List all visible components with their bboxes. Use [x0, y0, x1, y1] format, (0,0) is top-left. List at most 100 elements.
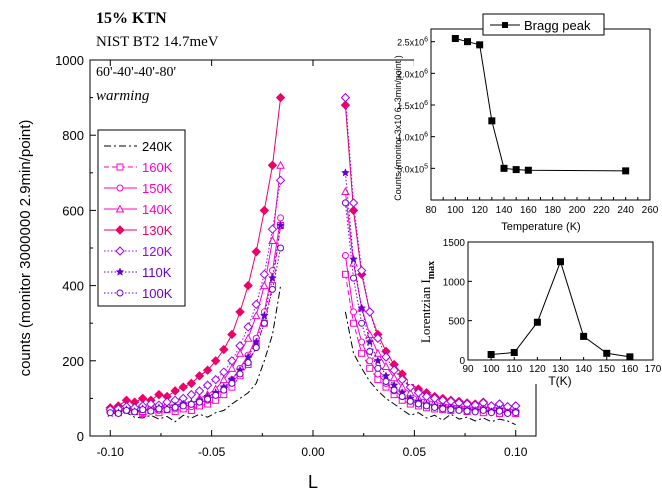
series-marker-100K — [187, 400, 195, 408]
inset-lorentz-x-label: T(K) — [548, 374, 571, 388]
legend-marker-110K — [115, 267, 125, 276]
series-line-140K-right — [344, 191, 516, 411]
series-marker-120K — [243, 322, 253, 332]
inset-bragg-ticks: 80 100 120 140 160 180 200 220 240 260 5.0x105 1.0x… — [397, 37, 659, 216]
series-marker-100K — [366, 347, 374, 355]
inset-bragg-point — [488, 117, 496, 125]
series-marker-130K — [348, 205, 359, 216]
series-marker-100K — [106, 409, 114, 417]
series-marker-120K — [373, 333, 383, 343]
series-marker-130K — [275, 92, 286, 103]
series-marker-150K — [268, 267, 276, 275]
series-marker-130K — [186, 378, 197, 389]
sample-label: 15% KTN — [96, 10, 167, 27]
main-x-tick-label: 0.10 — [504, 445, 528, 459]
inset-lorentz-y-label-sub: max — [426, 261, 437, 279]
series-marker-120K — [259, 269, 270, 280]
series-marker-150K — [341, 252, 349, 260]
series-line-100K-left — [110, 247, 282, 414]
series-marker-150K — [358, 338, 366, 346]
inset-lorentz-x-tick-label: 140 — [575, 364, 592, 375]
inset-lorentz-x-tick-label: 170 — [645, 364, 662, 375]
main-y-axis-label: counts (monitor 3000000 2.9min/point) — [17, 120, 34, 377]
inset-lorentz-ticks: 90 100 110 120 130 140 150 160 170 0 500 1000 1500 — [443, 238, 662, 375]
series-marker-140K — [219, 375, 229, 384]
series-marker-110K — [373, 356, 383, 365]
series-marker-100K — [374, 364, 382, 372]
series-line-240K-right — [344, 311, 516, 426]
legend-label-130K: 130K — [142, 223, 173, 238]
main-y-tick-label: 600 — [62, 203, 84, 218]
series-marker-100K — [277, 244, 285, 252]
inset-bragg-x-tick-label: 260 — [642, 205, 659, 216]
series-marker-130K — [210, 356, 221, 366]
series-marker-100K — [350, 274, 358, 282]
series-marker-100K — [122, 406, 130, 414]
series-marker-130K — [227, 329, 237, 340]
series-marker-100K — [471, 408, 479, 416]
inset-lorentz-x-tick-label: 90 — [462, 364, 474, 375]
series-marker-120K — [186, 389, 197, 400]
series-line-160K-right — [344, 274, 516, 414]
series-marker-130K — [154, 389, 164, 400]
inset-lorentz-y-tick-label: 1500 — [443, 238, 466, 249]
series-marker-100K — [252, 344, 260, 352]
inset-lorentz-x-tick-label: 100 — [483, 364, 500, 375]
series-marker-100K — [431, 403, 439, 411]
series-marker-120K — [413, 388, 424, 398]
inset-bragg-series — [451, 35, 630, 175]
series-marker-100K — [139, 406, 147, 414]
series-marker-120K — [194, 386, 205, 396]
inset-bragg-point — [622, 167, 630, 175]
inset-bragg-background — [414, 5, 658, 255]
series-marker-100K — [406, 397, 414, 405]
inset-bragg-y-tick-label: 1.5x106 — [397, 100, 428, 111]
series-marker-110K — [251, 337, 261, 346]
inset-bragg-x-tick-label: 240 — [617, 205, 634, 216]
series-marker-140K — [381, 361, 391, 370]
inset-bragg-legend-marker — [502, 22, 508, 28]
series-marker-100K — [163, 406, 171, 414]
main-x-tick-label: 0.05 — [403, 445, 427, 459]
series-marker-140K — [389, 373, 399, 382]
legend-marker-130K — [115, 225, 125, 235]
legend-label-110K: 110K — [142, 265, 172, 280]
series-marker-100K — [171, 403, 179, 411]
warming-label: warming — [96, 88, 150, 104]
series-marker-100K — [204, 395, 212, 403]
inset-lorentz-point — [487, 350, 495, 358]
inset-bragg-x-tick-label: 120 — [471, 205, 488, 216]
series-marker-160K — [374, 376, 382, 384]
series-marker-120K — [348, 198, 359, 208]
series-marker-130K — [219, 344, 229, 355]
series-marker-110K — [259, 311, 269, 320]
legend-marker-140K — [115, 204, 125, 213]
inset-lorentz-x-tick-label: 130 — [552, 364, 569, 375]
inset-lorentz-x-tick-label: 110 — [506, 364, 522, 375]
series-marker-140K — [243, 333, 253, 342]
series-marker-130K — [243, 280, 253, 291]
main-y-tick-label: 800 — [62, 128, 84, 143]
inset-lorentz-point — [580, 332, 588, 340]
series-marker-120K — [356, 265, 367, 276]
inset-bragg-x-tick-label: 220 — [593, 205, 610, 216]
collimation-label: 60'-40'-40'-80' — [96, 65, 176, 80]
series-marker-100K — [512, 409, 520, 417]
series-marker-100K — [496, 407, 504, 415]
series-marker-130K — [235, 307, 245, 317]
inset-lorentz-x-tick-label: 150 — [598, 364, 615, 375]
main-y-tick-label: 1000 — [55, 53, 84, 68]
legend-label-240K: 240K — [142, 139, 173, 154]
series-marker-130K — [138, 393, 148, 404]
series-marker-140K — [365, 329, 375, 338]
series-marker-100K — [195, 398, 203, 406]
inset-bragg-y-tick-label: 5.0x105 — [397, 163, 428, 174]
inset-bragg-y-label: Counts (monitor 3x10 6, 3min/point ) — [393, 55, 403, 201]
series-marker-100K — [268, 285, 276, 293]
series-marker-100K — [398, 393, 406, 401]
series-marker-100K — [455, 406, 463, 414]
series-marker-150K — [277, 214, 285, 222]
series-marker-110K — [349, 254, 358, 264]
series-line-130K-left — [110, 97, 282, 409]
main-x-tick-label: -0.05 — [198, 445, 226, 459]
